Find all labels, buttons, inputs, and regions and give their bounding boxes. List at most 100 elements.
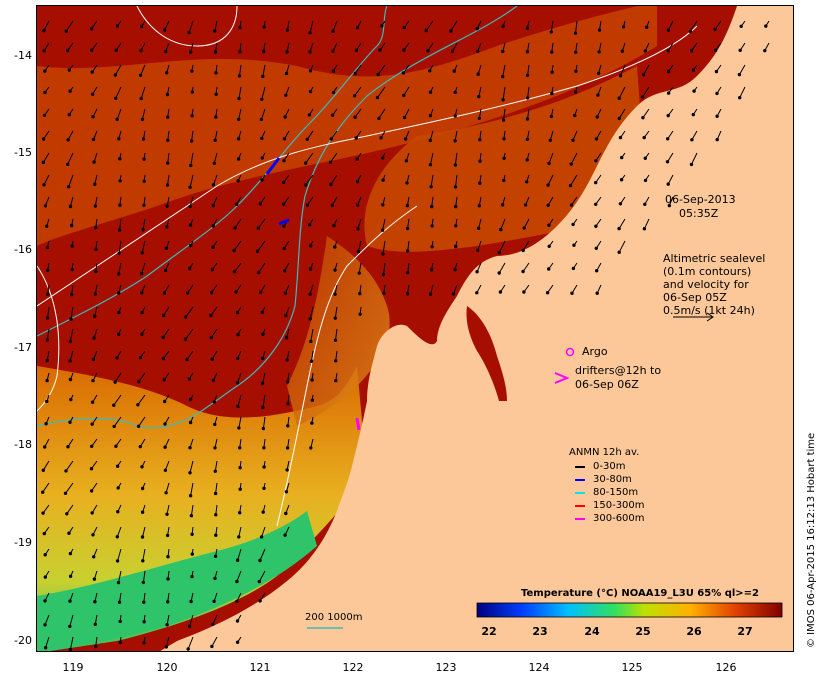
- velocity-arrow-head: [453, 185, 458, 189]
- velocity-arrow: [190, 152, 194, 166]
- velocity-arrow-head: [67, 113, 71, 117]
- velocity-arrow-head: [282, 246, 286, 251]
- velocity-scale-arrow: [673, 312, 714, 322]
- velocity-arrow-head: [261, 426, 266, 431]
- velocity-arrow-head: [45, 358, 49, 363]
- x-tick-label: 121: [249, 661, 271, 674]
- velocity-arrow-head: [665, 160, 670, 164]
- velocity-arrow: [213, 174, 218, 186]
- velocity-arrow-head: [525, 50, 530, 54]
- velocity-arrow-head: [238, 466, 242, 470]
- velocity-arrow-head: [691, 68, 696, 72]
- velocity-arrow-head: [666, 69, 671, 74]
- velocity-arrow-head: [211, 203, 215, 208]
- velocity-arrow-head: [642, 227, 647, 231]
- velocity-arrow-head: [43, 599, 47, 603]
- velocity-arrow-head: [478, 159, 482, 163]
- velocity-arrow-head: [262, 25, 266, 29]
- velocity-arrow-head: [356, 249, 361, 254]
- velocity-arrow: [142, 526, 146, 538]
- velocity-arrow-head: [645, 25, 649, 29]
- velocity-arrow-head: [89, 27, 94, 31]
- velocity-arrow-head: [286, 402, 290, 406]
- velocity-arrow-head: [163, 28, 167, 32]
- velocity-arrow: [618, 108, 626, 119]
- velocity-arrow-head: [763, 48, 767, 53]
- velocity-arrow-head: [549, 114, 554, 119]
- velocity-arrow-head: [476, 248, 480, 253]
- velocity-arrow-head: [381, 272, 386, 277]
- velocity-arrow-head: [237, 535, 241, 539]
- velocity-arrow-head: [356, 203, 360, 207]
- velocity-arrow-head: [739, 24, 743, 28]
- velocity-arrow: [69, 614, 74, 627]
- velocity-arrow-head: [188, 494, 193, 498]
- velocity-arrow: [262, 64, 266, 77]
- velocity-arrow-head: [117, 600, 122, 604]
- velocity-arrow-head: [68, 551, 73, 556]
- velocity-arrow-head: [188, 420, 193, 425]
- velocity-arrow: [503, 108, 506, 121]
- velocity-arrow-head: [666, 49, 670, 53]
- velocity-arrow-head: [237, 96, 241, 101]
- velocity-arrow-head: [187, 377, 192, 381]
- colorbar-tick: 23: [532, 625, 548, 638]
- velocity-arrow-head: [68, 599, 72, 603]
- velocity-arrow-head: [141, 137, 146, 141]
- velocity-arrow-head: [333, 268, 337, 272]
- velocity-arrow-head: [256, 226, 261, 230]
- y-tick-label: -16: [14, 243, 32, 256]
- velocity-arrow: [498, 240, 506, 253]
- velocity-arrow-head: [381, 178, 385, 182]
- drifters-line-1: drifters@12h to: [575, 364, 662, 377]
- velocity-arrow-head: [91, 533, 95, 537]
- velocity-arrow-head: [209, 313, 213, 318]
- velocity-arrow-head: [163, 445, 167, 449]
- velocity-arrow-head: [331, 29, 335, 34]
- velocity-arrow-head: [142, 641, 146, 645]
- velocity-arrow-head: [90, 511, 94, 515]
- velocity-arrow-head: [283, 115, 287, 119]
- velocity-arrow-head: [620, 49, 624, 53]
- velocity-arrow: [454, 152, 458, 166]
- velocity-arrow-head: [525, 73, 530, 78]
- velocity-arrow-head: [617, 250, 621, 254]
- velocity-arrow-head: [501, 118, 506, 122]
- velocity-arrow-head: [358, 312, 362, 316]
- velocity-arrow-head: [424, 28, 428, 33]
- velocity-arrow: [239, 64, 242, 76]
- altimetry-line: and velocity for: [663, 278, 749, 291]
- velocity-arrow-head: [93, 314, 97, 318]
- velocity-arrow-head: [68, 624, 72, 629]
- velocity-arrow-head: [525, 117, 530, 121]
- velocity-arrow-head: [93, 292, 98, 296]
- velocity-arrow-head: [261, 510, 265, 514]
- time-label: 05:35Z: [679, 207, 719, 220]
- drifter-marker: [554, 372, 570, 384]
- velocity-arrow-head: [93, 204, 98, 208]
- velocity-arrow-head: [282, 137, 287, 141]
- sst-map[interactable]: 06-Sep-2013 05:35Z Altimetric sealevel (…: [36, 5, 794, 652]
- velocity-arrow-head: [329, 137, 333, 141]
- velocity-arrow: [141, 262, 146, 274]
- velocity-arrow-head: [213, 554, 218, 558]
- velocity-arrow-head: [162, 291, 167, 295]
- velocity-arrow: [689, 20, 698, 32]
- velocity-arrow-head: [94, 269, 98, 274]
- x-tick-label: 125: [621, 661, 643, 674]
- velocity-arrow: [236, 570, 242, 582]
- velocity-arrow-head: [596, 71, 601, 76]
- velocity-arrow-head: [112, 403, 116, 407]
- velocity-arrow-head: [595, 115, 599, 119]
- velocity-arrow: [188, 20, 194, 33]
- velocity-arrow-head: [238, 511, 242, 515]
- velocity-arrow: [642, 108, 650, 118]
- velocity-arrow-head: [284, 511, 288, 516]
- velocity-arrow: [450, 20, 458, 32]
- velocity-arrow-head: [114, 444, 118, 448]
- velocity-arrow-head: [238, 487, 242, 491]
- y-tick-label: -18: [14, 438, 32, 451]
- velocity-arrow-head: [308, 31, 312, 35]
- velocity-arrow-head: [140, 465, 144, 469]
- velocity-arrow-head: [259, 290, 263, 294]
